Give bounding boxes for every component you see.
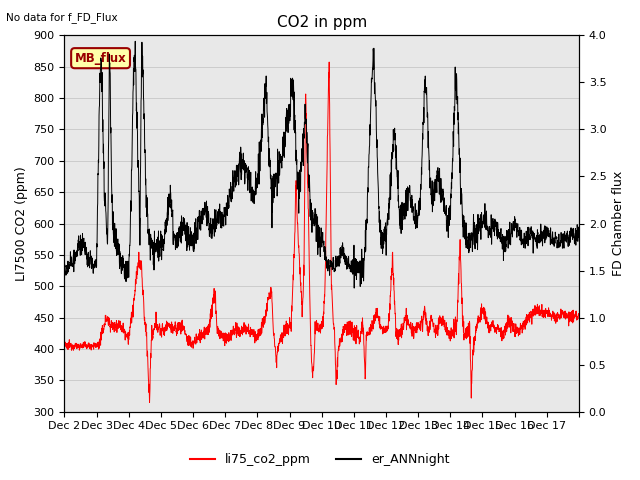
Text: MB_flux: MB_flux: [75, 52, 127, 65]
Y-axis label: LI7500 CO2 (ppm): LI7500 CO2 (ppm): [15, 166, 28, 281]
Y-axis label: FD Chamber flux: FD Chamber flux: [612, 171, 625, 276]
Text: No data for f_FD_Flux: No data for f_FD_Flux: [6, 12, 118, 23]
Title: CO2 in ppm: CO2 in ppm: [276, 15, 367, 30]
Legend: li75_co2_ppm, er_ANNnight: li75_co2_ppm, er_ANNnight: [186, 448, 454, 471]
